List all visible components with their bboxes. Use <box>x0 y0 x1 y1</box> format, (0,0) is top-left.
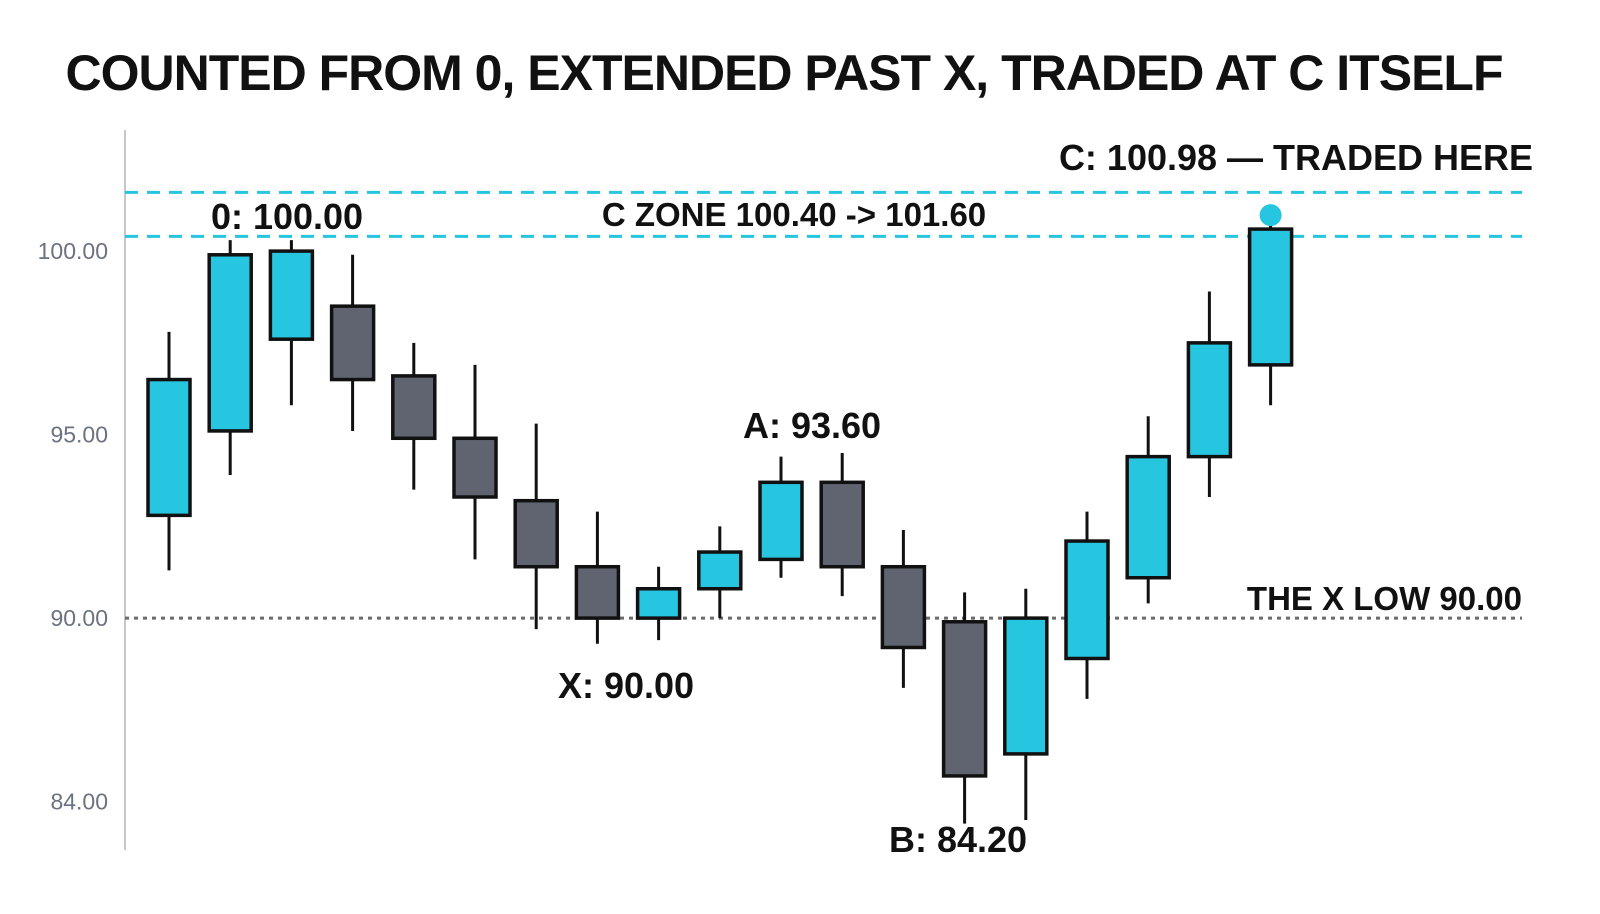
candle <box>880 530 927 688</box>
candle-body-down <box>574 564 621 620</box>
candle <box>1064 511 1110 699</box>
label-x-low: THE X LOW 90.00 <box>1247 580 1522 617</box>
candle-body-up <box>1064 539 1110 661</box>
label-point-c: C: 100.98 — TRADED HERE <box>1059 137 1533 178</box>
y-tick-label: 84.00 <box>50 789 108 815</box>
candle-body-down <box>329 304 376 382</box>
candle <box>146 331 192 571</box>
label-point-a: A: 93.60 <box>743 405 881 446</box>
candle-body-up <box>758 480 804 562</box>
candle-body-down <box>391 374 437 441</box>
candle-body-up <box>697 550 743 591</box>
candle <box>391 342 437 490</box>
candle <box>207 240 253 475</box>
candles <box>146 215 1294 824</box>
candle-body-up <box>1003 616 1049 756</box>
candle <box>635 566 682 641</box>
candle-body-up <box>1125 454 1171 580</box>
candle-body-up <box>635 587 682 620</box>
candle <box>1186 291 1233 497</box>
label-point-b: B: 84.20 <box>889 819 1027 860</box>
candle-body-up <box>146 377 192 518</box>
candle-body-down <box>880 564 927 650</box>
label-point-x: X: 90.00 <box>558 665 694 706</box>
candle <box>268 240 315 406</box>
candle-body-up <box>268 249 315 341</box>
y-tick-label: 95.00 <box>50 422 108 448</box>
candle <box>452 364 498 560</box>
candle-body-down <box>941 620 988 778</box>
candle <box>758 456 804 578</box>
candle <box>819 452 865 597</box>
label-c-zone: C ZONE 100.40 -> 101.60 <box>602 196 986 233</box>
y-tick-label: 90.00 <box>50 605 108 631</box>
chart-title: COUNTED FROM 0, EXTENDED PAST X, TRADED … <box>65 45 1502 101</box>
candle-body-down <box>819 480 865 569</box>
candle-body-down <box>452 436 498 499</box>
candle <box>513 423 559 630</box>
candle <box>1247 215 1294 406</box>
candle <box>574 511 621 644</box>
y-axis-ticks: 100.00 95.00 90.00 84.00 <box>38 238 108 815</box>
candle-body-up <box>207 253 253 433</box>
candle <box>1003 588 1049 820</box>
candle <box>697 526 743 619</box>
candle <box>941 592 988 824</box>
candle-body-up <box>1247 227 1294 367</box>
candle <box>329 254 376 431</box>
candle-body-down <box>513 498 559 569</box>
c-point-marker <box>1259 204 1282 227</box>
candle <box>1125 416 1171 604</box>
label-point-0: 0: 100.00 <box>211 196 363 237</box>
y-tick-label: 100.00 <box>38 238 108 264</box>
candle-body-up <box>1186 341 1233 459</box>
